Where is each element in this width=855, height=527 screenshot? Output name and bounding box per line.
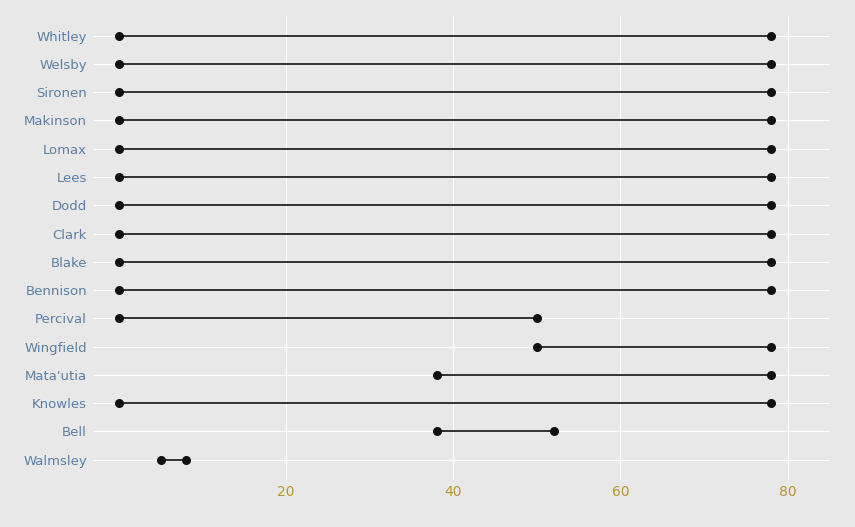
Point (112, 116, 126, 125)
Point (180, 455, 193, 464)
Point (154, 455, 168, 464)
Point (764, 60, 778, 68)
Point (112, 60, 126, 68)
Point (764, 116, 778, 125)
Point (112, 258, 126, 266)
Point (764, 370, 778, 379)
Point (530, 343, 544, 351)
Point (112, 314, 126, 323)
Point (764, 229, 778, 238)
Point (547, 427, 561, 436)
Point (764, 258, 778, 266)
Point (764, 343, 778, 351)
Point (764, 201, 778, 210)
Point (764, 173, 778, 181)
Point (112, 286, 126, 294)
Point (764, 88, 778, 96)
Point (112, 229, 126, 238)
Point (430, 427, 444, 436)
Point (112, 32, 126, 40)
Point (764, 32, 778, 40)
Point (764, 286, 778, 294)
Point (764, 399, 778, 407)
Point (112, 144, 126, 153)
Point (430, 370, 444, 379)
Point (112, 173, 126, 181)
Point (112, 88, 126, 96)
Point (530, 314, 544, 323)
Point (112, 201, 126, 210)
Point (112, 399, 126, 407)
Point (764, 144, 778, 153)
